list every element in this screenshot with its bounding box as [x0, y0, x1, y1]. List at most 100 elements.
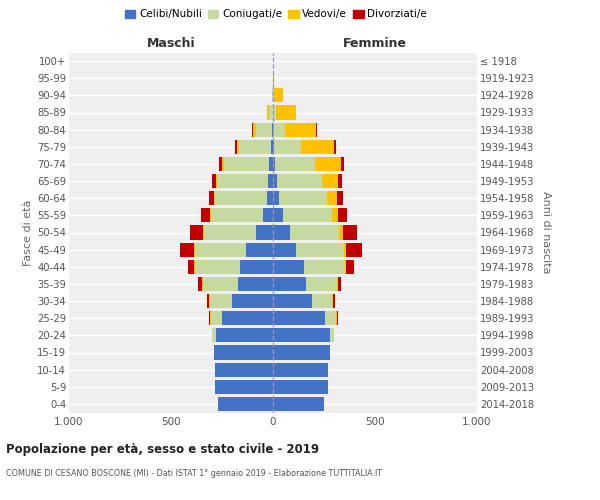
Bar: [212, 174, 216, 188]
Bar: [206, 294, 209, 308]
Bar: [188, 260, 194, 274]
Bar: [224, 157, 269, 171]
Bar: [256, 122, 272, 136]
Text: Femmine: Femmine: [343, 37, 407, 50]
Bar: [290, 226, 340, 239]
Bar: [332, 208, 338, 222]
Bar: [238, 277, 273, 291]
Bar: [276, 106, 296, 120]
Bar: [210, 208, 211, 222]
Bar: [343, 226, 356, 239]
Bar: [197, 277, 202, 291]
Bar: [275, 157, 315, 171]
Bar: [235, 140, 238, 154]
Y-axis label: Anni di nascita: Anni di nascita: [541, 191, 551, 274]
Bar: [273, 88, 274, 102]
Bar: [304, 260, 346, 274]
Bar: [315, 157, 341, 171]
Bar: [341, 157, 344, 171]
Bar: [337, 311, 338, 325]
Bar: [269, 106, 273, 120]
Bar: [251, 122, 253, 136]
Bar: [256, 226, 273, 239]
Bar: [196, 260, 241, 274]
Bar: [296, 242, 344, 256]
Bar: [210, 294, 232, 308]
Bar: [301, 140, 334, 154]
Bar: [190, 226, 203, 239]
Bar: [214, 346, 273, 360]
Bar: [222, 157, 224, 171]
Bar: [277, 174, 322, 188]
Bar: [218, 397, 273, 411]
Bar: [273, 311, 325, 325]
Bar: [209, 191, 214, 205]
Bar: [215, 380, 273, 394]
Bar: [211, 311, 222, 325]
Bar: [346, 242, 362, 256]
Bar: [334, 140, 336, 154]
Bar: [273, 191, 279, 205]
Bar: [338, 277, 341, 291]
Bar: [241, 260, 273, 274]
Bar: [272, 88, 273, 102]
Bar: [338, 208, 347, 222]
Bar: [332, 294, 333, 308]
Bar: [273, 208, 283, 222]
Bar: [338, 174, 343, 188]
Bar: [203, 277, 238, 291]
Text: Maschi: Maschi: [146, 37, 196, 50]
Bar: [211, 208, 263, 222]
Bar: [273, 122, 285, 136]
Bar: [333, 294, 335, 308]
Bar: [336, 311, 337, 325]
Text: COMUNE DI CESANO BOSCONE (MI) - Dati ISTAT 1° gennaio 2019 - Elaborazione TUTTIT: COMUNE DI CESANO BOSCONE (MI) - Dati IST…: [6, 468, 382, 477]
Bar: [194, 242, 196, 256]
Bar: [273, 277, 305, 291]
Bar: [194, 260, 196, 274]
Bar: [196, 242, 247, 256]
Bar: [253, 122, 256, 136]
Bar: [273, 397, 324, 411]
Bar: [217, 174, 268, 188]
Bar: [325, 311, 336, 325]
Bar: [209, 294, 210, 308]
Bar: [200, 208, 210, 222]
Bar: [215, 362, 273, 376]
Bar: [202, 277, 203, 291]
Bar: [212, 328, 216, 342]
Bar: [322, 174, 338, 188]
Bar: [267, 191, 273, 205]
Bar: [273, 294, 312, 308]
Bar: [316, 122, 317, 136]
Bar: [273, 380, 328, 394]
Bar: [203, 226, 256, 239]
Bar: [238, 140, 239, 154]
Bar: [273, 226, 290, 239]
Bar: [312, 294, 332, 308]
Bar: [305, 277, 337, 291]
Bar: [214, 191, 215, 205]
Bar: [344, 242, 346, 256]
Bar: [210, 311, 211, 325]
Bar: [274, 88, 283, 102]
Legend: Celibi/Nubili, Coniugati/e, Vedovi/e, Divorziati/e: Celibi/Nubili, Coniugati/e, Vedovi/e, Di…: [121, 5, 431, 24]
Bar: [330, 328, 334, 342]
Bar: [279, 191, 327, 205]
Bar: [215, 191, 267, 205]
Bar: [269, 157, 273, 171]
Bar: [273, 140, 274, 154]
Bar: [274, 140, 301, 154]
Bar: [239, 140, 271, 154]
Bar: [272, 122, 273, 136]
Bar: [219, 157, 222, 171]
Bar: [216, 174, 217, 188]
Bar: [273, 106, 276, 120]
Bar: [273, 71, 274, 85]
Bar: [180, 242, 194, 256]
Bar: [273, 157, 275, 171]
Bar: [247, 242, 273, 256]
Bar: [273, 174, 277, 188]
Bar: [283, 208, 332, 222]
Bar: [263, 208, 273, 222]
